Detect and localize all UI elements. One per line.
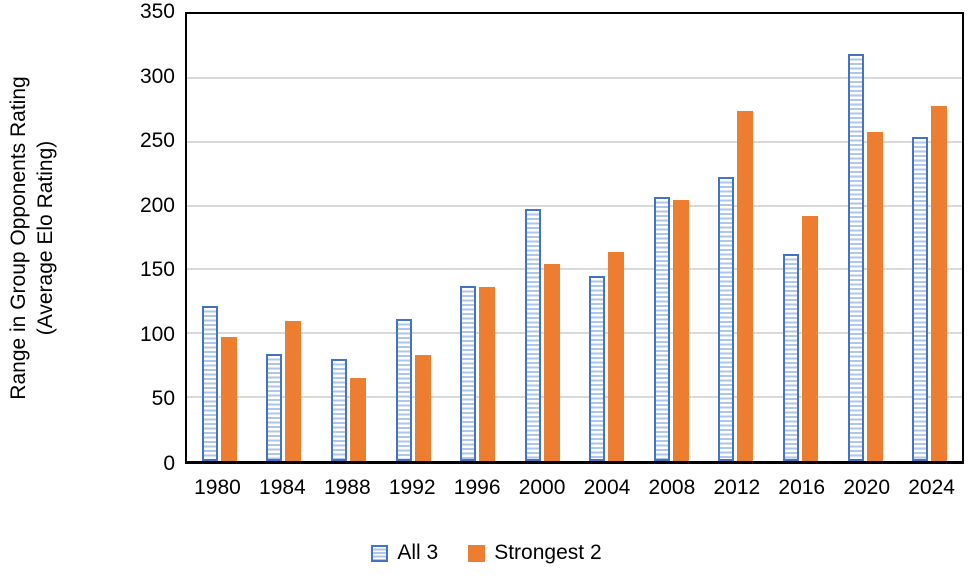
legend-label: All 3 (397, 541, 439, 564)
y-tick-label-200: 200 (139, 193, 175, 217)
x-tick-label-1980: 1980 (194, 476, 241, 499)
x-axis-labels: 1980 1984 1988 1992 1996 2000 2004 2008 2012 2016… (185, 476, 964, 500)
x-tick-label-1984: 1984 (259, 476, 306, 499)
bar-group-2020 (833, 14, 898, 461)
bar-group-1980 (187, 14, 252, 461)
bar-group-2012 (704, 14, 769, 461)
bar-group-2016 (768, 14, 833, 461)
y-tick-label-50: 50 (151, 387, 175, 411)
bar-strongest2-1992 (414, 355, 431, 461)
legend: All 3 Strongest 2 (0, 541, 973, 565)
y-tick-label-300: 300 (139, 64, 175, 88)
bar-group-1988 (316, 14, 381, 461)
bar-group-2024 (897, 14, 962, 461)
bar-all3-2000 (524, 209, 541, 461)
gridline-100 (187, 332, 962, 335)
y-axis-ticks: 0 50 100 150 200 250 300 350 (95, 1, 175, 475)
y-axis-title: Range in Group Opponents Rating (Average… (5, 8, 63, 468)
bar-all3-1992 (395, 319, 412, 461)
x-tick-label-1992: 1992 (388, 476, 436, 499)
gridline-150 (187, 268, 962, 271)
legend-item-strongest2: Strongest 2 (468, 541, 602, 565)
x-tick-label-2024: 2024 (908, 476, 955, 499)
bar-strongest2-2016 (801, 215, 818, 461)
bar-strongest2-1996 (479, 287, 496, 461)
x-tick-label-2020: 2020 (843, 476, 891, 499)
y-tick-label-100: 100 (139, 322, 175, 346)
bar-strongest2-1984 (285, 320, 302, 461)
bar-all3-1984 (266, 353, 283, 461)
y-tick-label-0: 0 (163, 452, 175, 475)
gridline-200 (187, 204, 962, 207)
y-tick-label-150: 150 (139, 258, 175, 282)
bar-group-1984 (252, 14, 317, 461)
gridline-250 (187, 140, 962, 143)
bar-strongest2-2020 (866, 131, 883, 461)
bar-group-2004 (574, 14, 639, 461)
x-tick-label-1988: 1988 (323, 476, 371, 499)
bar-strongest2-2012 (737, 111, 754, 461)
bar-strongest2-1988 (349, 378, 366, 461)
bar-group-2008 (639, 14, 704, 461)
legend-item-all3: All 3 (371, 541, 438, 565)
gridline-300 (187, 76, 962, 79)
bar-strongest2-2004 (608, 251, 625, 461)
bar-all3-2012 (718, 177, 735, 461)
x-tick-label-2000: 2000 (518, 476, 566, 499)
bar-strongest2-1980 (220, 337, 237, 461)
y-axis-title-line-1: Range in Group Opponents Rating (7, 76, 30, 400)
x-tick-label-2016: 2016 (778, 476, 826, 499)
bar-group-1992 (381, 14, 446, 461)
bar-all3-2020 (847, 53, 864, 461)
bar-strongest2-2000 (543, 264, 560, 461)
bar-all3-1980 (201, 306, 218, 461)
bar-strongest2-2008 (672, 200, 689, 461)
x-tick-label-2012: 2012 (713, 476, 761, 499)
plot-area (185, 12, 964, 464)
bar-all3-2008 (653, 196, 670, 461)
bar-all3-2004 (589, 275, 606, 461)
gridline-50 (187, 396, 962, 399)
x-tick-label-1996: 1996 (453, 476, 501, 499)
y-axis-title-line-2: (Average Elo Rating) (34, 140, 57, 336)
y-tick-label-250: 250 (139, 129, 175, 153)
x-tick-label-2008: 2008 (648, 476, 696, 499)
bar-group-2000 (510, 14, 575, 461)
x-tick-label-2004: 2004 (583, 476, 631, 499)
y-tick-label-350: 350 (139, 0, 175, 23)
bar-all3-2016 (782, 254, 799, 461)
bar-strongest2-2024 (931, 105, 948, 461)
bar-all3-1988 (330, 358, 347, 461)
bar-groups (187, 14, 962, 461)
bar-group-1996 (445, 14, 510, 461)
legend-label: Strongest 2 (494, 541, 602, 564)
solid-swatch-icon (468, 544, 486, 562)
hatched-swatch-icon (371, 544, 389, 562)
bar-all3-1996 (460, 286, 477, 461)
bar-all3-2024 (912, 136, 929, 461)
